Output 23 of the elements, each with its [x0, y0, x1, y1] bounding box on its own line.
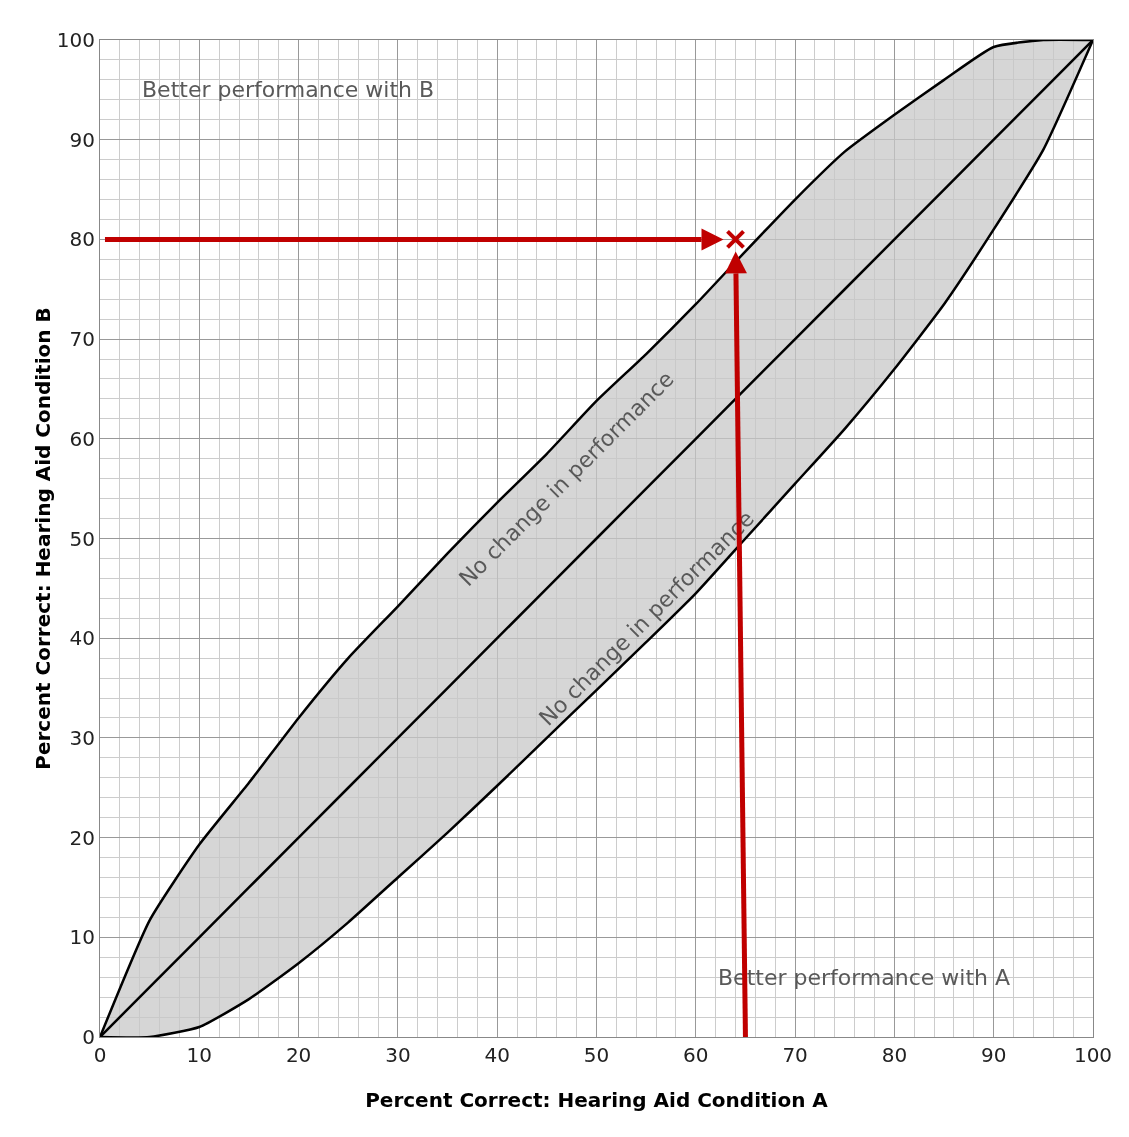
y-tick-label: 30 — [69, 725, 95, 750]
y-tick-label: 20 — [69, 825, 95, 850]
y-tick-label: 70 — [69, 327, 95, 352]
x-tick-label: 50 — [583, 1043, 610, 1067]
y-tick-label: 90 — [69, 127, 95, 152]
x-tick-label: 20 — [285, 1043, 312, 1067]
y-tick-label: 40 — [69, 626, 95, 651]
x-tick-label: 70 — [782, 1043, 808, 1067]
x-tick-label: 30 — [385, 1043, 411, 1067]
x-tick-label: 10 — [186, 1043, 213, 1067]
x-tick-label: 60 — [683, 1043, 709, 1067]
y-axis-title: Percent Correct: Hearing Aid Condition B — [31, 307, 55, 770]
y-tick-label: 0 — [82, 1025, 95, 1049]
y-tick-label: 60 — [69, 426, 95, 451]
x-axis-title: Percent Correct: Hearing Aid Condition A — [365, 1088, 829, 1112]
y-tick-label: 50 — [69, 526, 95, 551]
y-tick-label: 100 — [56, 28, 95, 52]
x-tick-label: 80 — [881, 1043, 908, 1067]
x-tick-label: 40 — [484, 1043, 510, 1067]
y-tick-label: 10 — [69, 925, 95, 950]
y-tick-label: 80 — [69, 227, 95, 252]
x-tick-label: 90 — [980, 1043, 1007, 1067]
x-tick-label: 100 — [1073, 1043, 1113, 1067]
